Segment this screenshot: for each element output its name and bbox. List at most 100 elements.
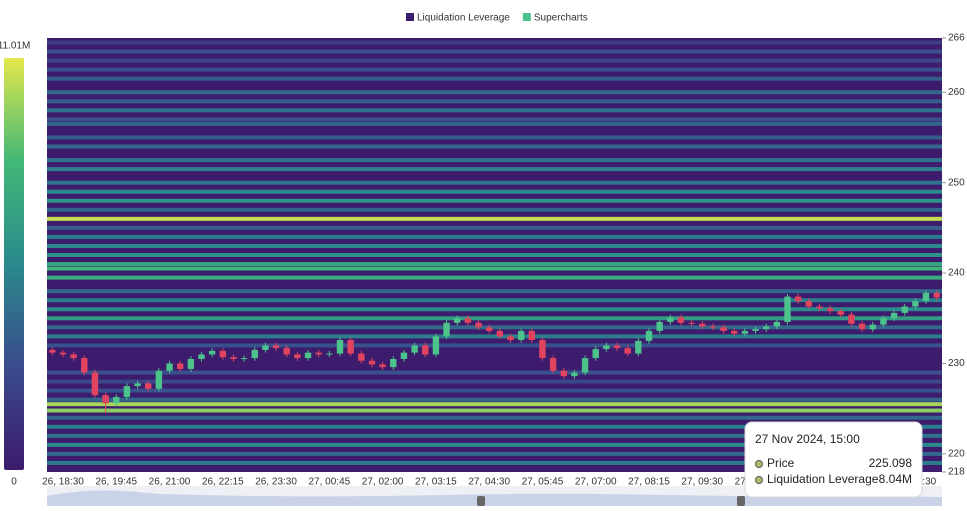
x-tick-label: 27, 05:45 [522, 477, 564, 488]
heatmap-band [47, 334, 942, 339]
candle-body [912, 301, 919, 307]
colorbar-tick-label: 11.01M [0, 41, 30, 52]
heatmap-band [47, 253, 942, 257]
candle-body [635, 340, 642, 354]
x-tick-label: 27, 02:00 [362, 477, 404, 488]
plot-area [47, 38, 942, 472]
candle-body [581, 358, 589, 373]
heatmap-band [47, 180, 942, 185]
navigator-area [47, 490, 942, 506]
heatmap-band [47, 49, 942, 54]
legend: Liquidation Leverage Supercharts [406, 13, 588, 24]
heatmap-band [47, 275, 942, 280]
candle-body [347, 339, 354, 354]
candle-body [113, 396, 120, 404]
heatmap-band [47, 388, 942, 393]
heatmap-band [47, 207, 942, 212]
candle-body [763, 326, 770, 330]
x-tick-label: 26, 21:00 [149, 477, 191, 488]
candle-body [837, 311, 844, 315]
heatmap-band [47, 307, 942, 312]
x-tick-label: 27, 09:30 [681, 477, 723, 488]
candle-body [390, 358, 397, 368]
x-tick-label: 27, 03:15 [415, 477, 457, 488]
heatmap-band [47, 325, 942, 330]
heatmap-band [47, 117, 942, 122]
candle-body [507, 336, 514, 340]
colorbar-tick-label: 0 [11, 477, 17, 488]
navigator [47, 486, 942, 506]
candle-body [475, 322, 482, 328]
candle-body [645, 330, 653, 341]
heatmap-band [47, 167, 942, 172]
y-tick-label: 240 [948, 268, 965, 279]
candle-body [251, 349, 258, 359]
candle-body [848, 314, 855, 324]
y-tick-label: 250 [948, 177, 965, 188]
candle-body [368, 360, 376, 365]
heatmap-band [47, 243, 942, 248]
candle-body [272, 345, 280, 349]
heatmap-band [47, 424, 942, 429]
candle-body [262, 345, 269, 350]
x-tick-label: 26, 22:15 [202, 477, 244, 488]
heatmap-band [47, 370, 942, 375]
candle-body [422, 345, 429, 355]
candle-body [219, 350, 226, 358]
colorbar [4, 58, 24, 470]
heatmap-band [47, 397, 942, 402]
navigator-handle[interactable] [477, 496, 485, 506]
candle-body [592, 349, 599, 359]
candle-body [709, 326, 717, 328]
candle-body [613, 345, 621, 349]
tooltip-label: Price [767, 456, 795, 470]
heatmap-band [47, 442, 942, 447]
candle-body [283, 348, 290, 355]
candle-body [858, 323, 866, 330]
candle-body [752, 329, 759, 331]
candle-body [485, 327, 493, 331]
candle-body [677, 317, 685, 323]
heatmap-band [47, 379, 942, 384]
heatmap-band [47, 76, 942, 81]
candle-body [443, 322, 450, 337]
candle-body [603, 345, 610, 350]
heatmap-band [47, 99, 942, 104]
candle-body [560, 370, 567, 377]
tooltip: 27 Nov 2024, 15:00 Price 225.098 Liquida… [744, 421, 923, 498]
candle-body [731, 330, 738, 334]
candle-body [784, 296, 791, 322]
heatmap-band [47, 316, 942, 321]
candle-body [741, 330, 749, 334]
candle-body [326, 353, 333, 355]
candle-body [81, 358, 88, 373]
x-tick-label: 27, 00:45 [308, 477, 350, 488]
candle-body [805, 301, 813, 307]
heatmap-band [47, 90, 942, 95]
y-tick-label: 266 [948, 33, 965, 44]
heatmap-band [47, 144, 942, 149]
candle-body [869, 324, 876, 330]
candle-body [294, 354, 301, 359]
heatmap-band [47, 225, 942, 230]
candle-body [379, 364, 386, 368]
y-tick-label: 230 [948, 358, 965, 369]
x-tick-label: 26, 19:45 [95, 477, 137, 488]
heatmap-band [47, 158, 942, 163]
candle-body [432, 336, 440, 355]
heatmap-band [47, 262, 942, 267]
candle-body [230, 357, 237, 359]
candle-body [517, 330, 525, 340]
heatmap-band [47, 198, 942, 203]
candle-body [166, 363, 173, 371]
candle-body [794, 296, 802, 302]
candle-body [59, 352, 67, 355]
candle-body [688, 322, 695, 324]
candle-body [70, 354, 77, 359]
candle-body [464, 318, 472, 323]
heatmap-band [47, 402, 942, 407]
navigator-handle[interactable] [737, 496, 745, 506]
candle-body [528, 330, 535, 340]
candle-body [890, 312, 898, 319]
